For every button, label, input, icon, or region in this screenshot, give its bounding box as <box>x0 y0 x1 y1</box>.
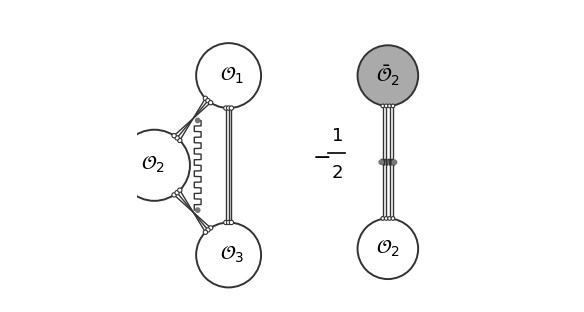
Circle shape <box>208 226 213 230</box>
Circle shape <box>230 220 234 225</box>
Circle shape <box>381 104 385 108</box>
Circle shape <box>392 160 397 164</box>
Text: $\mathcal{O}_2$: $\mathcal{O}_2$ <box>141 155 165 175</box>
Circle shape <box>203 96 207 100</box>
Circle shape <box>381 217 385 220</box>
Circle shape <box>203 230 207 234</box>
Text: $\bar{\mathcal{O}}_2$: $\bar{\mathcal{O}}_2$ <box>376 63 400 88</box>
Circle shape <box>175 136 179 140</box>
Text: $\mathcal{O}_1$: $\mathcal{O}_1$ <box>220 66 244 86</box>
Circle shape <box>391 217 395 220</box>
Circle shape <box>384 104 388 108</box>
Circle shape <box>208 100 213 105</box>
Text: $2$: $2$ <box>331 164 343 182</box>
Circle shape <box>196 208 200 212</box>
Circle shape <box>172 134 176 138</box>
Circle shape <box>230 106 234 110</box>
Circle shape <box>384 217 388 220</box>
Circle shape <box>227 220 231 225</box>
Circle shape <box>391 104 395 108</box>
Circle shape <box>227 106 231 110</box>
Circle shape <box>206 99 210 103</box>
Circle shape <box>178 188 182 192</box>
Circle shape <box>224 220 228 225</box>
Circle shape <box>357 218 418 279</box>
Circle shape <box>224 106 228 110</box>
Circle shape <box>175 191 179 195</box>
Circle shape <box>196 43 261 108</box>
Text: $-$: $-$ <box>312 146 331 166</box>
Text: $1$: $1$ <box>331 127 343 145</box>
Circle shape <box>196 118 200 123</box>
Circle shape <box>196 222 261 287</box>
Circle shape <box>178 138 182 143</box>
Circle shape <box>206 228 210 232</box>
Circle shape <box>388 217 391 220</box>
Circle shape <box>379 160 383 164</box>
Text: $\mathcal{O}_2$: $\mathcal{O}_2$ <box>376 239 400 259</box>
Circle shape <box>388 104 391 108</box>
Text: $\mathcal{O}_3$: $\mathcal{O}_3$ <box>220 245 244 265</box>
Circle shape <box>172 193 176 197</box>
Circle shape <box>357 45 418 106</box>
Circle shape <box>119 130 190 201</box>
